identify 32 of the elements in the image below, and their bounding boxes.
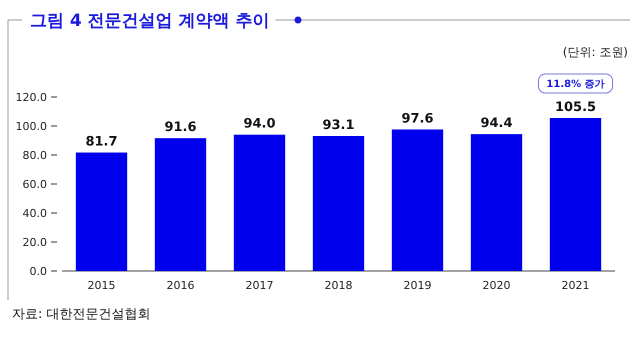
y-tick-label: 80.0	[22, 149, 47, 162]
x-tick-label: 2016	[166, 279, 194, 292]
y-tick-label: 60.0	[22, 178, 47, 191]
x-tick-label: 2018	[324, 279, 352, 292]
chart-title: 그림 4 전문건설업 계약액 추이	[30, 11, 270, 31]
bar	[234, 134, 286, 271]
bar	[312, 136, 364, 271]
x-tick-label: 2019	[404, 279, 432, 292]
x-tick-label: 2015	[88, 279, 116, 292]
x-tick-label: 2017	[246, 279, 274, 292]
data-label: 105.5	[554, 100, 596, 116]
y-tick-label: 100.0	[16, 120, 47, 133]
bar	[76, 152, 128, 271]
data-label: 94.0	[243, 116, 276, 132]
y-tick-label: 40.0	[22, 207, 47, 220]
bar	[392, 129, 444, 271]
y-tick-label: 120.0	[16, 91, 47, 104]
y-axis-title: (단위: 조원)	[562, 45, 628, 59]
x-tick-label: 2021	[562, 279, 590, 292]
y-tick-label: 20.0	[22, 236, 47, 249]
x-tick-label: 2020	[482, 279, 510, 292]
text: 11.8% 증가	[546, 79, 605, 90]
data-label: 94.4	[480, 116, 513, 132]
data-label: 97.6	[401, 111, 434, 126]
data-label: 81.7	[85, 134, 118, 150]
data-label: 93.1	[322, 118, 355, 134]
data-label: 91.6	[164, 120, 197, 136]
text: 자료: 대한전문건설협회	[12, 307, 151, 322]
y-tick-label: 0.0	[30, 265, 47, 278]
bar	[550, 118, 602, 271]
bar	[470, 134, 522, 271]
bar	[154, 138, 206, 271]
